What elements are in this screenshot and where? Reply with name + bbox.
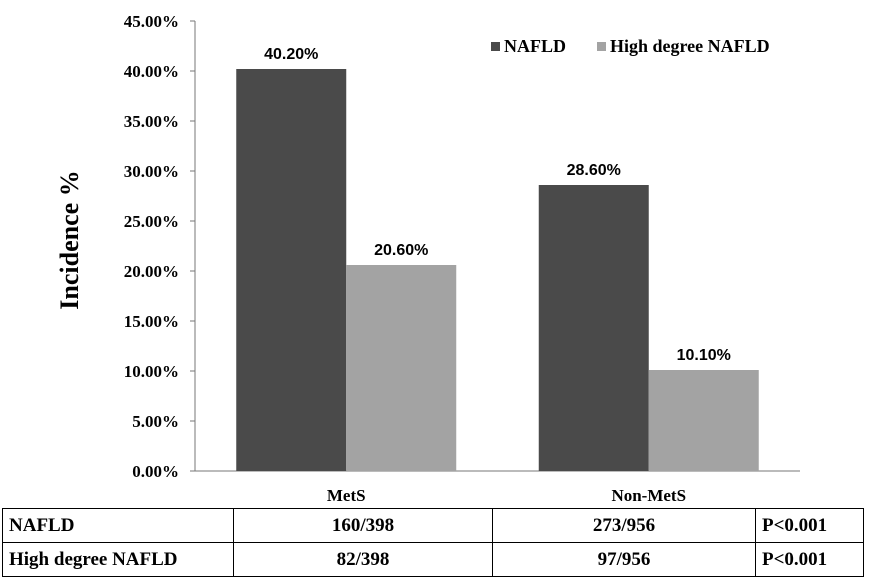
legend-swatch: [491, 42, 500, 51]
legend: NAFLD High degree NAFLD: [491, 36, 770, 56]
legend-label: High degree NAFLD: [610, 36, 770, 56]
y-tick-label: 25.00%: [124, 212, 179, 231]
y-tick-label: 0.00%: [132, 462, 179, 481]
data-label: 10.10%: [677, 347, 731, 364]
bar-high-degree-nafld-non-mets: [648, 370, 759, 471]
y-tick-label: 10.00%: [124, 362, 179, 381]
bar-nafld-mets: [236, 69, 347, 471]
row-label: High degree NAFLD: [2, 542, 234, 577]
x-axis-labels: MetS Non-MetS: [327, 486, 686, 505]
y-tick-label: 5.00%: [132, 412, 179, 431]
bar-high-degree-nafld-mets: [346, 265, 457, 471]
data-labels: 40.20% 20.60% 28.60% 10.10%: [264, 46, 731, 364]
row-label: NAFLD: [2, 508, 234, 543]
table-row: NAFLD 160/398 273/956 P<0.001: [2, 508, 864, 543]
table-row: High degree NAFLD 82/398 97/956 P<0.001: [2, 542, 864, 577]
counts-table: NAFLD 160/398 273/956 P<0.001 High degree NA…: [2, 508, 864, 577]
data-label: 28.60%: [567, 162, 621, 179]
y-tick-label: 40.00%: [124, 62, 179, 81]
bar-nafld-non-mets: [538, 185, 649, 471]
y-tick-label: 45.00%: [124, 12, 179, 31]
legend-swatch: [597, 42, 606, 51]
y-axis-ticks: 0.00% 5.00% 10.00% 15.00% 20.00% 25.00% 30.00%…: [124, 12, 195, 481]
data-label: 20.60%: [374, 242, 428, 259]
mets-count: 160/398: [233, 508, 493, 543]
non-mets-count: 273/956: [492, 508, 756, 543]
counts-table-body: NAFLD 160/398 273/956 P<0.001 High degree NA…: [2, 508, 864, 577]
non-mets-count: 97/956: [492, 542, 756, 577]
p-value: P<0.001: [755, 542, 864, 577]
y-tick-label: 35.00%: [124, 112, 179, 131]
y-tick-label: 30.00%: [124, 162, 179, 181]
data-label: 40.20%: [264, 46, 318, 63]
x-tick-label: MetS: [327, 486, 366, 505]
mets-count: 82/398: [233, 542, 493, 577]
bars: [236, 69, 759, 471]
legend-label: NAFLD: [504, 36, 566, 56]
y-axis-label: Incidence %: [55, 170, 84, 309]
y-tick-label: 20.00%: [124, 262, 179, 281]
p-value: P<0.001: [755, 508, 864, 543]
bar-chart: 0.00% 5.00% 10.00% 15.00% 20.00% 25.00% 30.00%…: [55, 12, 800, 505]
y-tick-label: 15.00%: [124, 312, 179, 331]
x-tick-label: Non-MetS: [611, 486, 686, 505]
